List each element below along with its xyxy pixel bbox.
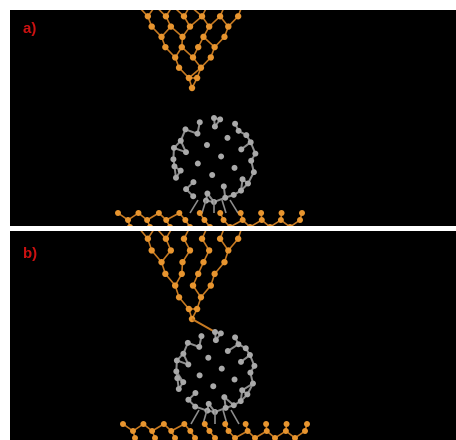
gold-surface	[120, 421, 310, 440]
panel-b-scene	[120, 231, 310, 440]
gold-tip-top	[140, 10, 242, 92]
panel-a-label: a)	[23, 20, 37, 37]
gold-tip-top	[140, 231, 242, 333]
gold-surface	[115, 210, 305, 226]
fullerene-molecule	[173, 329, 258, 425]
fullerene-molecule	[170, 115, 259, 214]
panel-b: b)	[10, 231, 456, 440]
panel-b-label: b)	[23, 245, 38, 262]
panel-a-scene	[115, 10, 305, 226]
panel-a: a)	[10, 10, 456, 226]
